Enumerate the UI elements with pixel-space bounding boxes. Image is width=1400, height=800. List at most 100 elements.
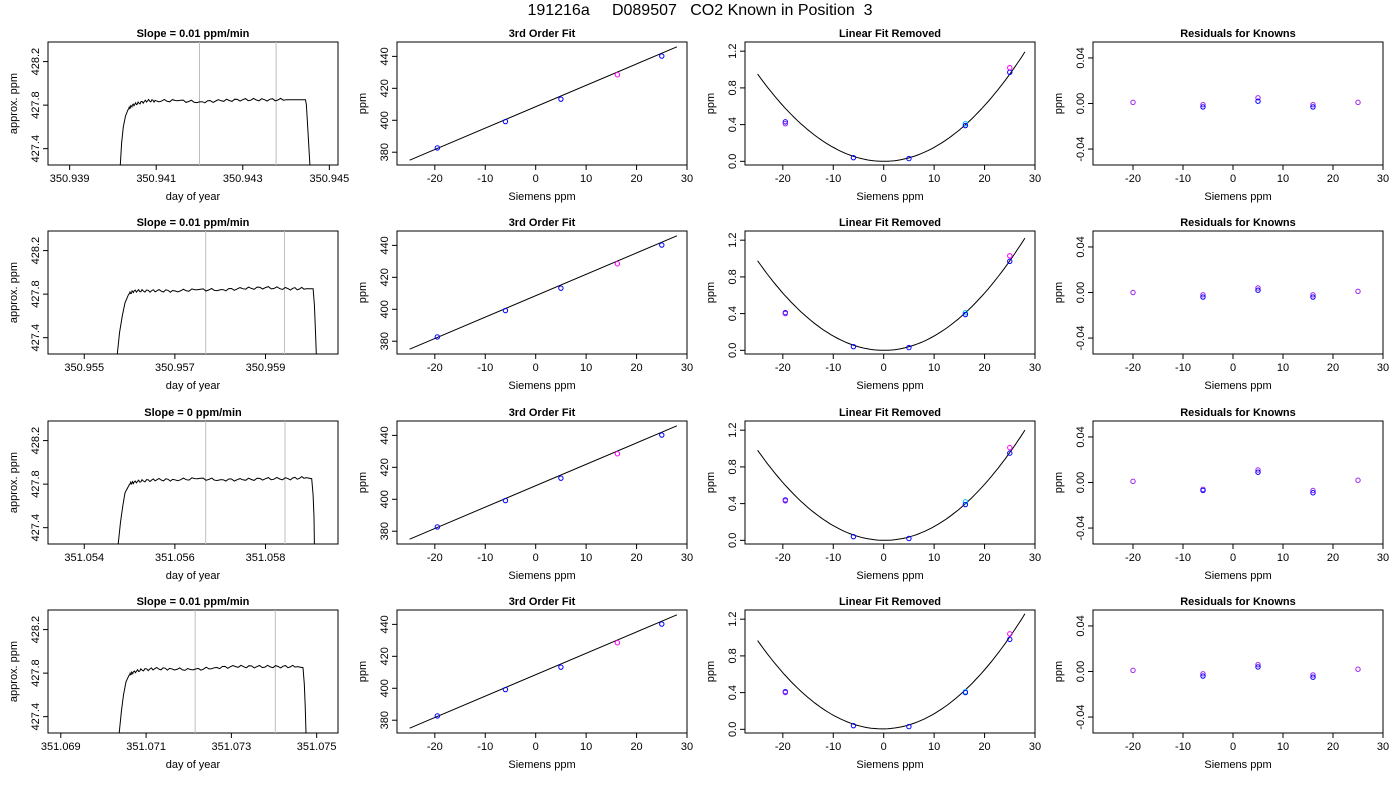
plot-area — [757, 237, 1026, 351]
data-point — [962, 122, 969, 129]
y-tick-label: 428.2 — [30, 616, 42, 644]
fit-line — [409, 425, 678, 540]
x-tick-label: 351.073 — [211, 741, 251, 753]
x-tick-label: 20 — [630, 173, 642, 185]
x-tick-label: 10 — [1277, 173, 1289, 185]
y-axis-label: approx. ppm — [8, 641, 20, 702]
panel-4-3: Linear Fit Removed -20 -10 0 10 20 30 0.0 0.4 0.8… — [705, 596, 1041, 771]
y-tick-label: 0.0 — [727, 722, 739, 737]
y-axis-label: ppm — [705, 661, 717, 682]
data-point — [1255, 95, 1261, 101]
y-tick-label: -0.04 — [1075, 516, 1087, 541]
x-tick-label: 30 — [681, 741, 693, 753]
x-axis-label: Siemens ppm — [1204, 759, 1271, 771]
x-tick-label: 20 — [1327, 362, 1339, 374]
x-axis-label: Siemens ppm — [508, 191, 575, 203]
x-tick-label: 30 — [681, 362, 693, 374]
y-tick-label: 400 — [379, 679, 391, 697]
x-tick-label: 10 — [928, 552, 940, 564]
x-axis-label: Siemens ppm — [1204, 380, 1271, 392]
data-point — [850, 533, 857, 540]
y-tick-label: 420 — [379, 268, 391, 286]
panel-1-2: 3rd Order Fit -20 -10 0 10 20 30 380 400 420 440 Si… — [357, 28, 693, 203]
data-point — [1310, 292, 1316, 298]
data-point — [1355, 477, 1361, 483]
y-axis-label: ppm — [705, 93, 717, 114]
fit-curve — [757, 237, 1026, 351]
x-tick-label: 350.957 — [155, 362, 195, 374]
data-point — [1255, 285, 1261, 291]
x-tick-label: 351.069 — [41, 741, 81, 753]
data-point — [962, 499, 969, 505]
y-axis-label: ppm — [357, 93, 369, 114]
data-point — [1130, 99, 1136, 106]
x-tick-label: -20 — [427, 552, 443, 564]
x-tick-label: -10 — [477, 362, 493, 374]
y-tick-label: 0.0 — [727, 343, 739, 358]
x-tick-label: 10 — [1277, 552, 1289, 564]
plot-frame — [1092, 41, 1384, 166]
data-point — [962, 689, 969, 696]
x-tick-label: -20 — [427, 173, 443, 185]
panel-3-4: Residuals for Knowns -20 -10 0 10 20 30 -0.04 0.… — [1053, 407, 1389, 582]
x-tick-label: -10 — [825, 173, 841, 185]
x-axis-label: day of year — [166, 570, 221, 582]
data-point — [1200, 487, 1206, 494]
panel-title: 3rd Order Fit — [509, 217, 576, 229]
plot-area — [409, 614, 678, 729]
y-tick-label: 420 — [379, 647, 391, 665]
x-tick-label: 351.056 — [155, 552, 195, 564]
series-line — [119, 97, 311, 165]
x-tick-label: 0 — [533, 741, 539, 753]
y-tick-label: 427.4 — [30, 324, 42, 352]
x-axis-label: day of year — [166, 380, 221, 392]
panel-3-2: 3rd Order Fit -20 -10 0 10 20 30 380 400 420 440 Si… — [357, 407, 693, 582]
plot-area — [409, 46, 678, 161]
x-tick-label: -20 — [1125, 362, 1141, 374]
plot-frame — [744, 41, 1036, 166]
x-tick-label: 20 — [630, 741, 642, 753]
data-point — [1255, 287, 1261, 293]
data-point — [1255, 469, 1261, 475]
panel-title: Linear Fit Removed — [839, 596, 941, 608]
x-tick-label: 350.955 — [64, 362, 104, 374]
plot-area — [1130, 95, 1361, 110]
data-point — [906, 155, 912, 162]
x-tick-label: 351.058 — [246, 552, 286, 564]
x-tick-label: 350.945 — [309, 173, 349, 185]
data-point — [906, 535, 912, 542]
x-tick-label: 351.071 — [126, 741, 166, 753]
y-tick-label: 0.4 — [727, 117, 739, 132]
y-axis-label: ppm — [1053, 282, 1065, 303]
x-tick-label: 30 — [1377, 741, 1389, 753]
data-point — [1130, 478, 1136, 485]
fit-curve — [757, 51, 1026, 162]
y-axis-label: ppm — [1053, 661, 1065, 682]
plot-area — [409, 235, 678, 350]
x-tick-label: 20 — [978, 741, 990, 753]
fit-curve — [757, 613, 1026, 730]
x-tick-label: 10 — [928, 362, 940, 374]
y-tick-label: 400 — [379, 490, 391, 508]
data-point — [502, 118, 509, 125]
figure-title: 191216a D089507 CO2 Known in Position 3 — [527, 2, 873, 19]
panel-title: 3rd Order Fit — [509, 407, 576, 419]
panel-title: 3rd Order Fit — [509, 596, 576, 608]
x-tick-label: -20 — [775, 741, 791, 753]
data-point — [1255, 661, 1261, 668]
plot-frame — [47, 420, 339, 545]
y-tick-label: 440 — [379, 47, 391, 65]
data-point — [850, 154, 857, 161]
y-tick-label: 0.8 — [727, 80, 739, 95]
panel-title: Slope = 0.01 ppm/min — [137, 596, 250, 608]
plot-frame — [396, 420, 688, 545]
y-tick-label: 1.2 — [727, 44, 739, 59]
plot-frame — [1092, 230, 1384, 355]
y-tick-label: 427.8 — [30, 280, 42, 308]
x-axis-label: day of year — [166, 191, 221, 203]
y-tick-label: 440 — [379, 615, 391, 633]
y-axis-label: ppm — [357, 282, 369, 303]
plot-frame — [1092, 420, 1384, 545]
data-point — [614, 72, 621, 78]
